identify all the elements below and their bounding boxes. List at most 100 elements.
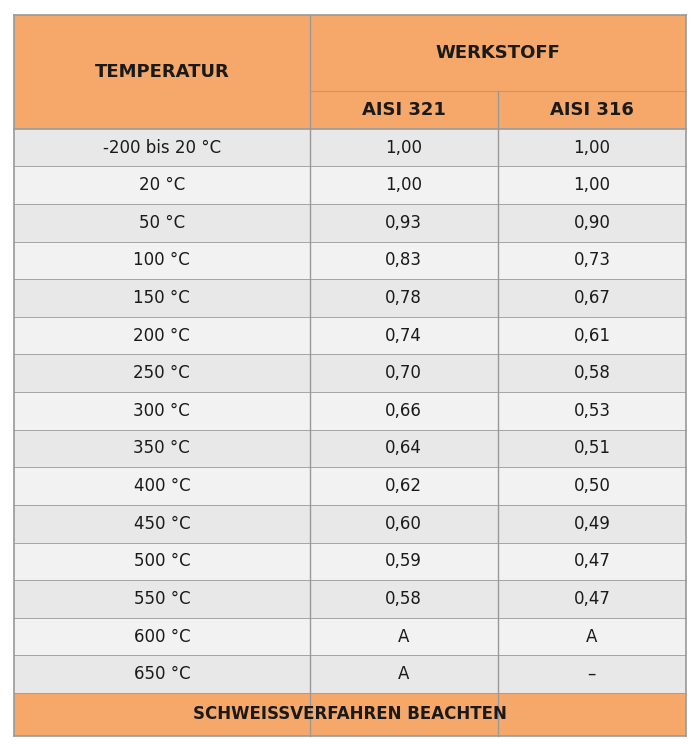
Text: 100 °C: 100 °C bbox=[134, 252, 190, 270]
Text: 0,58: 0,58 bbox=[385, 590, 422, 608]
Text: 0,50: 0,50 bbox=[573, 477, 610, 495]
Bar bbox=[498, 392, 686, 430]
Bar bbox=[498, 656, 686, 693]
Bar bbox=[14, 167, 309, 204]
Text: 0,47: 0,47 bbox=[573, 552, 610, 570]
Bar bbox=[14, 242, 309, 279]
Text: 0,90: 0,90 bbox=[573, 214, 610, 232]
Bar bbox=[14, 354, 309, 392]
Bar bbox=[309, 618, 498, 656]
Text: AISI 316: AISI 316 bbox=[550, 101, 634, 119]
Text: 1,00: 1,00 bbox=[385, 139, 422, 156]
Text: 350 °C: 350 °C bbox=[134, 439, 190, 457]
Text: 250 °C: 250 °C bbox=[134, 364, 190, 382]
Bar bbox=[498, 128, 686, 167]
Bar bbox=[309, 167, 498, 204]
Bar bbox=[14, 392, 309, 430]
Text: 0,78: 0,78 bbox=[385, 289, 422, 307]
Text: 0,58: 0,58 bbox=[573, 364, 610, 382]
Bar bbox=[498, 542, 686, 580]
Bar bbox=[309, 542, 498, 580]
Text: 0,83: 0,83 bbox=[385, 252, 422, 270]
Bar bbox=[309, 392, 498, 430]
Bar bbox=[309, 430, 498, 467]
Bar bbox=[14, 618, 309, 656]
Text: 0,64: 0,64 bbox=[385, 439, 422, 457]
Bar bbox=[309, 279, 498, 317]
Bar bbox=[309, 15, 686, 91]
Bar bbox=[498, 354, 686, 392]
Text: 0,51: 0,51 bbox=[573, 439, 610, 457]
Bar bbox=[14, 693, 686, 736]
Text: 450 °C: 450 °C bbox=[134, 514, 190, 532]
Text: 550 °C: 550 °C bbox=[134, 590, 190, 608]
Text: 0,61: 0,61 bbox=[573, 327, 610, 345]
Text: TEMPERATUR: TEMPERATUR bbox=[94, 63, 229, 81]
Bar bbox=[498, 279, 686, 317]
Bar bbox=[309, 467, 498, 505]
Text: 0,47: 0,47 bbox=[573, 590, 610, 608]
Text: –: – bbox=[588, 665, 596, 683]
Text: 1,00: 1,00 bbox=[573, 139, 610, 156]
Text: A: A bbox=[586, 628, 598, 646]
Bar bbox=[309, 505, 498, 542]
Bar bbox=[498, 505, 686, 542]
Text: 0,59: 0,59 bbox=[385, 552, 422, 570]
Text: 1,00: 1,00 bbox=[573, 176, 610, 195]
Bar bbox=[498, 242, 686, 279]
Text: 0,53: 0,53 bbox=[573, 402, 610, 420]
Bar bbox=[14, 279, 309, 317]
Bar bbox=[309, 317, 498, 354]
Bar bbox=[14, 656, 309, 693]
Text: 0,93: 0,93 bbox=[385, 214, 422, 232]
Bar bbox=[498, 580, 686, 618]
Bar bbox=[498, 467, 686, 505]
Bar bbox=[309, 242, 498, 279]
Bar bbox=[498, 91, 686, 128]
Bar bbox=[498, 167, 686, 204]
Text: 0,73: 0,73 bbox=[573, 252, 610, 270]
Text: A: A bbox=[398, 628, 409, 646]
Bar bbox=[14, 204, 309, 242]
Text: 500 °C: 500 °C bbox=[134, 552, 190, 570]
Bar bbox=[309, 128, 498, 167]
Text: 0,74: 0,74 bbox=[385, 327, 422, 345]
Text: 0,66: 0,66 bbox=[385, 402, 422, 420]
Bar bbox=[14, 317, 309, 354]
Bar bbox=[14, 505, 309, 542]
Bar bbox=[309, 91, 498, 128]
Text: AISI 321: AISI 321 bbox=[362, 101, 446, 119]
Text: -200 bis 20 °C: -200 bis 20 °C bbox=[103, 139, 221, 156]
Text: 400 °C: 400 °C bbox=[134, 477, 190, 495]
Text: 50 °C: 50 °C bbox=[139, 214, 185, 232]
Text: 1,00: 1,00 bbox=[385, 176, 422, 195]
Text: 0,67: 0,67 bbox=[573, 289, 610, 307]
Bar bbox=[14, 542, 309, 580]
Text: 600 °C: 600 °C bbox=[134, 628, 190, 646]
Bar bbox=[498, 430, 686, 467]
Bar bbox=[14, 430, 309, 467]
Text: 150 °C: 150 °C bbox=[134, 289, 190, 307]
Bar bbox=[498, 317, 686, 354]
Bar bbox=[309, 204, 498, 242]
Bar bbox=[14, 580, 309, 618]
Text: 0,62: 0,62 bbox=[385, 477, 422, 495]
Bar bbox=[498, 618, 686, 656]
Bar bbox=[309, 354, 498, 392]
Bar bbox=[14, 15, 309, 128]
Text: 0,49: 0,49 bbox=[573, 514, 610, 532]
Bar bbox=[14, 128, 309, 167]
Text: SCHWEISSVERFAHREN BEACHTEN: SCHWEISSVERFAHREN BEACHTEN bbox=[193, 705, 507, 723]
Text: 0,70: 0,70 bbox=[385, 364, 422, 382]
Text: WERKSTOFF: WERKSTOFF bbox=[435, 44, 560, 62]
Text: 20 °C: 20 °C bbox=[139, 176, 185, 195]
Text: 650 °C: 650 °C bbox=[134, 665, 190, 683]
Text: 300 °C: 300 °C bbox=[134, 402, 190, 420]
Text: 0,60: 0,60 bbox=[385, 514, 422, 532]
Text: 200 °C: 200 °C bbox=[134, 327, 190, 345]
Bar bbox=[498, 204, 686, 242]
Bar bbox=[14, 467, 309, 505]
Text: A: A bbox=[398, 665, 409, 683]
Bar bbox=[309, 656, 498, 693]
Bar bbox=[309, 580, 498, 618]
